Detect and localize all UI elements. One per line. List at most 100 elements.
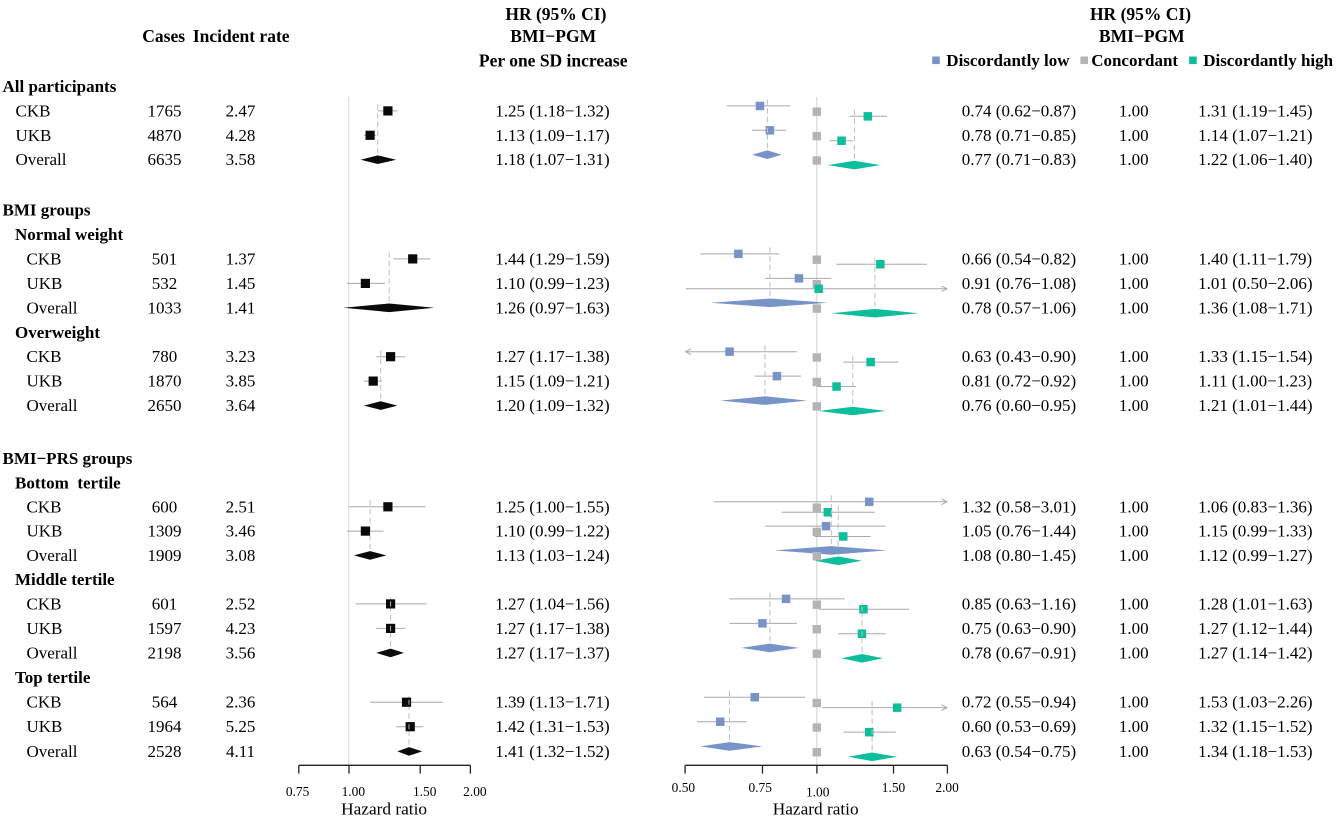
svg-text:0.63 (0.43−0.90): 0.63 (0.43−0.90): [962, 347, 1076, 366]
svg-text:1.13 (1.09−1.17): 1.13 (1.09−1.17): [495, 126, 609, 145]
svg-text:0.76 (0.60−0.95): 0.76 (0.60−0.95): [962, 396, 1076, 415]
svg-text:1.00: 1.00: [1119, 298, 1149, 317]
svg-text:Top tertile: Top tertile: [15, 668, 91, 687]
svg-text:1.00: 1.00: [1119, 372, 1149, 391]
svg-text:1.15 (0.99−1.33): 1.15 (0.99−1.33): [1198, 522, 1312, 541]
svg-text:1597: 1597: [148, 619, 183, 638]
svg-text:1.00: 1.00: [1119, 619, 1149, 638]
svg-text:1.33 (1.15−1.54): 1.33 (1.15−1.54): [1198, 347, 1312, 366]
svg-text:2.00: 2.00: [463, 784, 487, 799]
svg-text:Overall: Overall: [27, 298, 78, 317]
svg-text:0.50: 0.50: [672, 780, 696, 795]
svg-text:Discordantly low: Discordantly low: [946, 51, 1070, 70]
svg-text:1.00: 1.00: [1119, 249, 1149, 268]
svg-text:Overall: Overall: [27, 546, 78, 565]
svg-text:1.00: 1.00: [1119, 347, 1149, 366]
svg-text:1309: 1309: [148, 522, 182, 541]
svg-text:BMI groups: BMI groups: [3, 201, 91, 220]
svg-text:1.41: 1.41: [226, 298, 256, 317]
svg-text:0.75: 0.75: [286, 784, 310, 799]
svg-text:0.85 (0.63−1.16): 0.85 (0.63−1.16): [962, 594, 1076, 613]
svg-text:1.32 (1.15−1.52): 1.32 (1.15−1.52): [1198, 717, 1312, 736]
svg-text:601: 601: [152, 594, 178, 613]
svg-text:1.32 (0.58−3.01): 1.32 (0.58−3.01): [962, 497, 1076, 516]
svg-text:Overall: Overall: [27, 742, 78, 761]
svg-text:CKB: CKB: [27, 594, 62, 613]
svg-text:2.47: 2.47: [226, 101, 256, 120]
svg-text:564: 564: [152, 693, 178, 712]
svg-text:1.25 (1.00−1.55): 1.25 (1.00−1.55): [495, 497, 609, 516]
svg-text:Incident rate: Incident rate: [193, 26, 290, 46]
svg-text:1.00: 1.00: [1119, 126, 1149, 145]
svg-text:0.66 (0.54−0.82): 0.66 (0.54−0.82): [962, 249, 1076, 268]
svg-text:1.10 (0.99−1.22): 1.10 (0.99−1.22): [495, 522, 609, 541]
svg-text:UKB: UKB: [27, 522, 63, 541]
svg-text:Overweight: Overweight: [15, 323, 100, 342]
svg-text:BMI−PRS groups: BMI−PRS groups: [3, 449, 133, 468]
svg-text:1.50: 1.50: [413, 784, 437, 799]
svg-text:1033: 1033: [148, 298, 182, 317]
svg-text:501: 501: [152, 249, 178, 268]
svg-text:3.64: 3.64: [226, 396, 256, 415]
svg-text:Hazard ratio: Hazard ratio: [773, 800, 859, 818]
svg-text:1.00: 1.00: [1119, 643, 1149, 662]
svg-text:6635: 6635: [148, 150, 182, 169]
svg-text:0.75 (0.63−0.90): 0.75 (0.63−0.90): [962, 619, 1076, 638]
svg-text:1.00: 1.00: [1119, 717, 1149, 736]
svg-text:3.46: 3.46: [226, 522, 256, 541]
svg-text:2.51: 2.51: [226, 497, 256, 516]
svg-text:CKB: CKB: [27, 693, 62, 712]
svg-text:1.00: 1.00: [1119, 274, 1149, 293]
svg-text:0.78 (0.57−1.06): 0.78 (0.57−1.06): [962, 298, 1076, 317]
svg-text:CKB: CKB: [27, 249, 62, 268]
svg-text:1.18 (1.07−1.31): 1.18 (1.07−1.31): [495, 150, 609, 169]
svg-text:1.41 (1.32−1.52): 1.41 (1.32−1.52): [495, 742, 609, 761]
svg-text:2.52: 2.52: [226, 594, 256, 613]
svg-text:3.85: 3.85: [226, 372, 256, 391]
svg-text:Cases: Cases: [142, 26, 185, 46]
svg-text:1.26 (0.97−1.63): 1.26 (0.97−1.63): [495, 298, 609, 317]
svg-text:4.11: 4.11: [226, 742, 255, 761]
svg-text:1.21 (1.01−1.44): 1.21 (1.01−1.44): [1198, 396, 1312, 415]
svg-text:532: 532: [152, 274, 178, 293]
svg-text:1.50: 1.50: [882, 780, 906, 795]
svg-text:1.00: 1.00: [1119, 546, 1149, 565]
svg-text:1909: 1909: [148, 546, 182, 565]
svg-text:All participants: All participants: [3, 77, 117, 96]
svg-text:1.28 (1.01−1.63): 1.28 (1.01−1.63): [1198, 594, 1312, 613]
svg-text:1.27 (1.17−1.37): 1.27 (1.17−1.37): [495, 643, 609, 662]
svg-text:0.74 (0.62−0.87): 0.74 (0.62−0.87): [962, 101, 1076, 120]
svg-text:1.08 (0.80−1.45): 1.08 (0.80−1.45): [962, 546, 1076, 565]
svg-text:1.00: 1.00: [1119, 522, 1149, 541]
svg-text:0.81 (0.72−0.92): 0.81 (0.72−0.92): [962, 372, 1076, 391]
svg-text:Overall: Overall: [27, 643, 78, 662]
svg-text:1.01 (0.50−2.06): 1.01 (0.50−2.06): [1198, 274, 1312, 293]
svg-text:HR (95% CI): HR (95% CI): [1090, 4, 1191, 24]
svg-text:3.56: 3.56: [226, 643, 256, 662]
svg-text:1.27 (1.17−1.38): 1.27 (1.17−1.38): [495, 347, 609, 366]
svg-text:UKB: UKB: [16, 126, 52, 145]
svg-text:1.14 (1.07−1.21): 1.14 (1.07−1.21): [1198, 126, 1312, 145]
svg-text:1.00: 1.00: [1119, 101, 1149, 120]
svg-text:3.23: 3.23: [226, 347, 256, 366]
svg-text:1.27 (1.14−1.42): 1.27 (1.14−1.42): [1198, 643, 1312, 662]
svg-text:1.27 (1.12−1.44): 1.27 (1.12−1.44): [1198, 619, 1312, 638]
svg-text:1.12 (0.99−1.27): 1.12 (0.99−1.27): [1198, 546, 1312, 565]
svg-text:Hazard ratio: Hazard ratio: [341, 800, 427, 818]
svg-text:0.78 (0.67−0.91): 0.78 (0.67−0.91): [962, 643, 1076, 662]
svg-text:1.00: 1.00: [1119, 594, 1149, 613]
svg-text:1.37: 1.37: [226, 249, 256, 268]
svg-text:0.78 (0.71−0.85): 0.78 (0.71−0.85): [962, 126, 1076, 145]
svg-text:Middle tertile: Middle tertile: [15, 570, 115, 589]
svg-text:UKB: UKB: [27, 619, 63, 638]
svg-text:1.40 (1.11−1.79): 1.40 (1.11−1.79): [1198, 249, 1312, 268]
svg-text:UKB: UKB: [27, 717, 63, 736]
svg-text:UKB: UKB: [27, 274, 63, 293]
svg-text:3.08: 3.08: [226, 546, 256, 565]
svg-text:Overall: Overall: [27, 396, 78, 415]
svg-text:1.00: 1.00: [1119, 497, 1149, 516]
svg-text:1.31 (1.19−1.45): 1.31 (1.19−1.45): [1198, 101, 1312, 120]
svg-text:2650: 2650: [148, 396, 182, 415]
svg-text:Normal weight: Normal weight: [15, 225, 123, 244]
svg-text:1.27 (1.17−1.38): 1.27 (1.17−1.38): [495, 619, 609, 638]
